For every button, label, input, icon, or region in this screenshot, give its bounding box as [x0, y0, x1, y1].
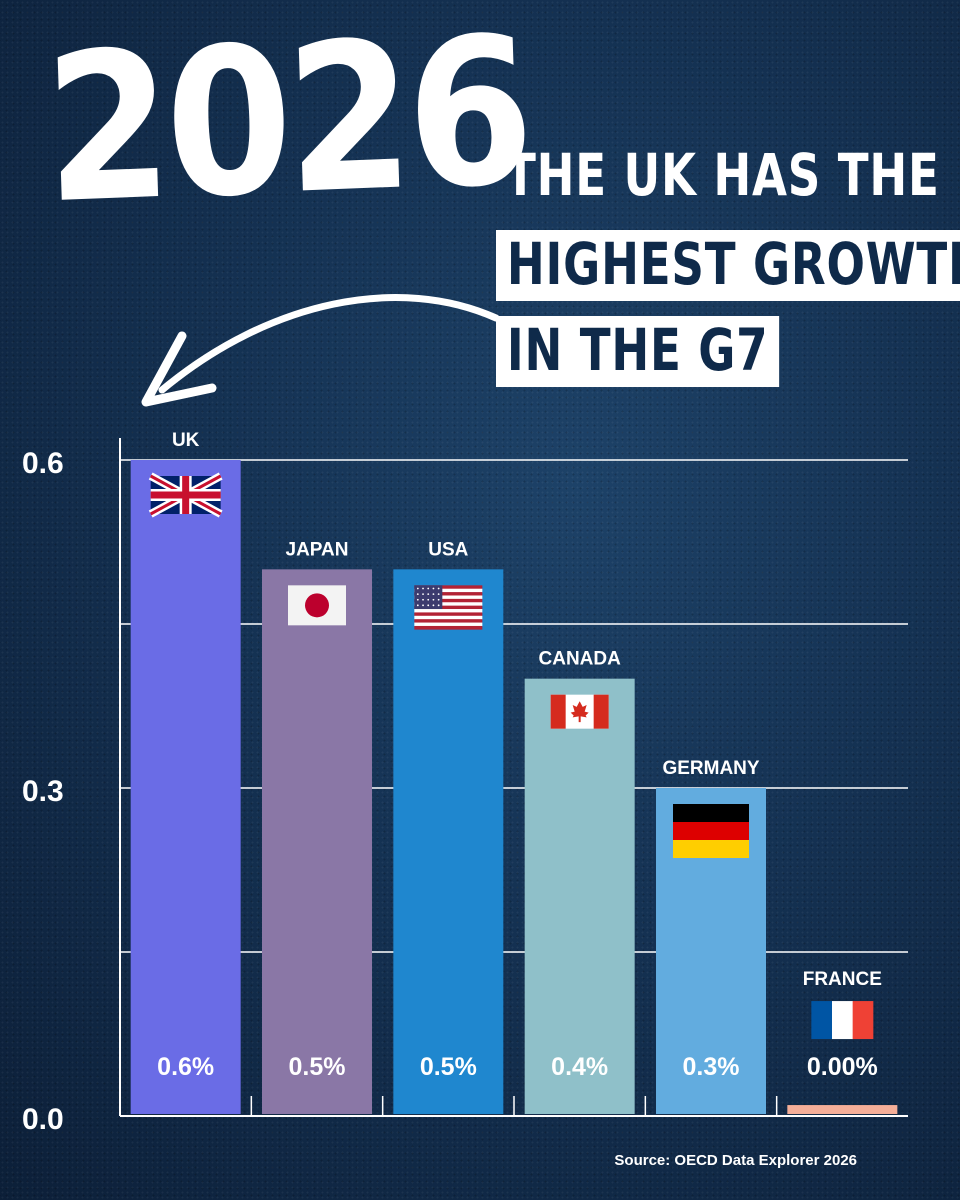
data-label: 0.6%: [157, 1053, 214, 1081]
headline-line-2: HIGHEST GROWTH: [496, 230, 960, 301]
y-tick-label: 0.3: [22, 775, 64, 808]
bar-uk: [130, 460, 241, 1114]
data-label: 0.3%: [683, 1053, 740, 1081]
data-label: 0.5%: [420, 1053, 477, 1081]
data-label: 0.4%: [551, 1053, 608, 1081]
headline-line-3: IN THE G7: [496, 316, 780, 387]
data-label: 0.5%: [289, 1053, 346, 1081]
category-label: GERMANY: [662, 758, 759, 779]
category-label: CANADA: [539, 649, 622, 670]
category-label: UK: [172, 430, 200, 451]
category-label: FRANCE: [803, 969, 882, 990]
uk-flag-icon: [148, 472, 223, 518]
bar-japan: [262, 569, 372, 1114]
data-label: 0.00%: [807, 1053, 878, 1081]
y-tick-label: 0.0: [22, 1103, 64, 1136]
canada-flag-icon: [550, 694, 609, 729]
germany-flag-icon: [673, 804, 749, 858]
category-label: JAPAN: [286, 539, 349, 560]
category-label: USA: [428, 539, 468, 560]
bar-canada: [524, 678, 635, 1114]
source-note: Source: OECD Data Explorer 2026: [614, 1152, 857, 1169]
bar-usa: [393, 569, 504, 1114]
japan-flag-icon: [288, 585, 346, 626]
france-flag-icon: [811, 1001, 874, 1040]
y-tick-label: 0.6: [22, 447, 64, 480]
bar-france: [787, 1105, 898, 1114]
headline-line-1: THE UK HAS THE: [505, 141, 940, 209]
usa-flag-icon: [414, 585, 483, 630]
